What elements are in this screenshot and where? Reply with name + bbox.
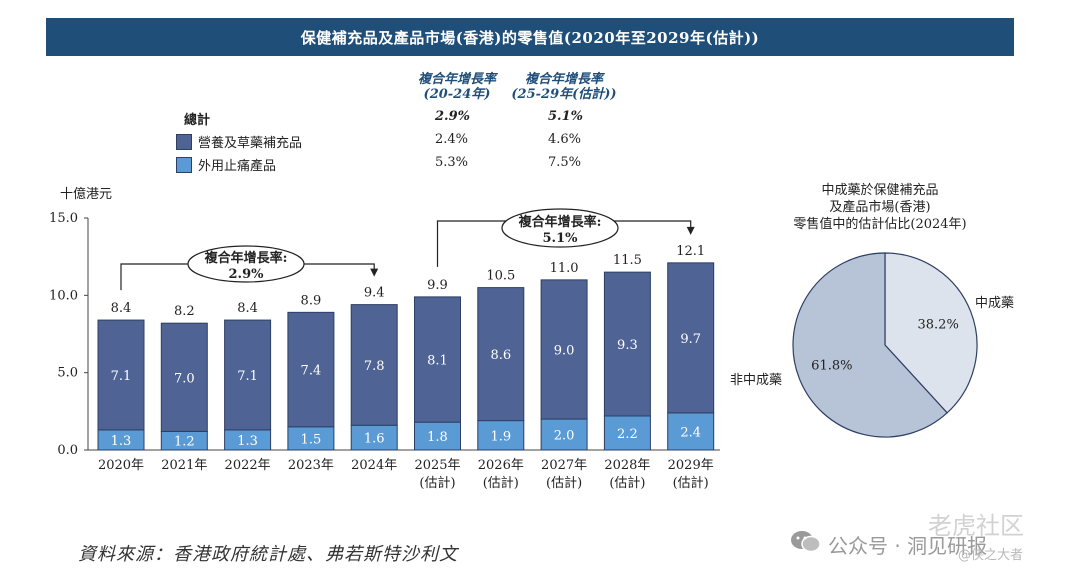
pie-label-tcm: 中成藥 <box>975 296 1014 311</box>
cagr-callout-line2-1: 5.1% <box>543 231 579 246</box>
cagr-callout-0 <box>187 245 305 283</box>
watermark-wechat: 公众号 · 洞见研报 <box>828 534 988 558</box>
bar-supplements-9 <box>667 262 715 414</box>
data-label-supplements-4: 7.8 <box>364 359 385 374</box>
cagr-callout-line1-1: 複合年增長率: <box>518 214 602 230</box>
data-label-supplements-3: 7.4 <box>301 364 322 379</box>
data-label-total-7: 11.0 <box>550 261 579 276</box>
data-label-total-8: 11.5 <box>613 253 642 268</box>
watermark-brand: 老虎社区 <box>928 512 1024 540</box>
bar-supplements-0 <box>97 319 145 431</box>
data-label-supplements-6: 8.6 <box>490 348 511 363</box>
cagr-callout-line1-0: 複合年增長率: <box>204 250 288 266</box>
data-label-total-2: 8.4 <box>237 301 258 316</box>
data-label-total-9: 12.1 <box>676 244 705 259</box>
wechat-icon <box>791 531 821 553</box>
data-label-topical-6: 1.9 <box>490 429 511 444</box>
data-label-topical-8: 2.2 <box>617 427 638 442</box>
chart-title: 保健補充品及產品市場(香港)的零售值(2020年至2029年(估計)) <box>300 28 760 47</box>
x-tick-sublabel-5: (估計) <box>419 475 455 491</box>
x-tick-label-4: 2024年 <box>351 458 397 473</box>
pie-slice-value-1: 61.8% <box>811 359 852 374</box>
x-tick-sublabel-8: (估計) <box>609 475 645 491</box>
cagr-arrow-1 <box>686 226 695 235</box>
data-label-topical-2: 1.3 <box>237 434 258 449</box>
x-tick-label-8: 2028年 <box>604 458 650 473</box>
y-tick-label-1: 5.0 <box>57 366 78 381</box>
x-tick-label-7: 2027年 <box>541 458 587 473</box>
watermark-handle: @侠之大者 <box>958 548 1024 563</box>
data-label-supplements-9: 9.7 <box>680 332 701 347</box>
data-label-total-6: 10.5 <box>486 269 515 284</box>
data-label-supplements-1: 7.0 <box>174 371 195 386</box>
cagr-callout-line2-0: 2.9% <box>229 267 265 282</box>
data-label-topical-3: 1.5 <box>301 432 322 447</box>
bar-supplements-2 <box>224 319 272 431</box>
data-label-total-4: 9.4 <box>364 286 385 301</box>
data-label-topical-9: 2.4 <box>680 425 701 440</box>
data-label-topical-7: 2.0 <box>554 429 575 444</box>
pie-label-non-tcm: 非中成藥 <box>730 373 782 388</box>
data-label-total-0: 8.4 <box>111 301 132 316</box>
data-label-topical-0: 1.3 <box>111 434 132 449</box>
data-label-topical-5: 1.8 <box>427 430 448 445</box>
bar-topical-7 <box>540 418 588 451</box>
x-tick-label-5: 2025年 <box>414 458 460 473</box>
y-tick-label-2: 10.0 <box>49 288 78 303</box>
data-label-supplements-2: 7.1 <box>237 369 258 384</box>
data-label-supplements-5: 8.1 <box>427 354 448 369</box>
data-label-total-3: 8.9 <box>301 293 322 308</box>
x-tick-label-2: 2022年 <box>225 458 271 473</box>
bar-supplements-7 <box>540 279 588 420</box>
bar-topical-5 <box>414 421 461 451</box>
data-label-supplements-0: 7.1 <box>111 369 132 384</box>
pie-title-line2: 及產品市場(香港) <box>829 200 931 215</box>
data-label-topical-4: 1.6 <box>364 432 385 447</box>
bar-supplements-1 <box>160 322 208 432</box>
x-tick-label-0: 2020年 <box>98 458 144 473</box>
chart-title-banner: 保健補充品及產品市場(香港)的零售值(2020年至2029年(估計)) <box>46 18 1014 56</box>
x-tick-sublabel-9: (估計) <box>673 475 709 491</box>
data-label-topical-1: 1.2 <box>174 435 195 450</box>
pie-title-line1: 中成藥於保健補充品 <box>821 183 939 198</box>
x-tick-label-9: 2029年 <box>668 458 714 473</box>
bar-supplements-8 <box>603 271 651 417</box>
bar-topical-8 <box>603 415 651 451</box>
y-axis-label: 十億港元 <box>60 186 112 202</box>
pie-slice-0 <box>884 252 978 414</box>
x-tick-sublabel-7: (估計) <box>546 475 582 491</box>
pie-slice-1 <box>792 252 948 438</box>
bar-supplements-3 <box>287 311 335 428</box>
x-tick-label-6: 2026年 <box>478 458 524 473</box>
source-note: 資料來源：香港政府統計處、弗若斯特沙利文 <box>78 544 458 565</box>
pie-title-line3: 零售值中的估計佔比(2024年) <box>793 217 967 232</box>
pie-slice-value-0: 38.2% <box>918 317 959 332</box>
bar-topical-9 <box>667 412 715 451</box>
data-label-total-1: 8.2 <box>174 304 195 319</box>
bar-topical-4 <box>350 424 398 451</box>
bar-supplements-5 <box>414 296 461 423</box>
x-tick-label-3: 2023年 <box>288 458 334 473</box>
bar-supplements-4 <box>350 304 398 426</box>
data-label-total-5: 9.9 <box>427 278 448 293</box>
pie-title: 中成藥於保健補充品 及產品市場(香港) 零售值中的估計佔比(2024年) <box>760 182 1000 233</box>
y-tick-label-3: 15.0 <box>49 211 78 226</box>
x-tick-label-1: 2021年 <box>161 458 207 473</box>
y-tick-label-0: 0.0 <box>57 443 78 458</box>
data-label-supplements-8: 9.3 <box>617 338 638 353</box>
cagr-callout-1 <box>501 208 619 248</box>
x-tick-sublabel-6: (估計) <box>483 475 519 491</box>
data-label-supplements-7: 9.0 <box>554 343 575 358</box>
bar-supplements-6 <box>477 287 525 422</box>
cagr-arrow-0 <box>370 268 379 277</box>
